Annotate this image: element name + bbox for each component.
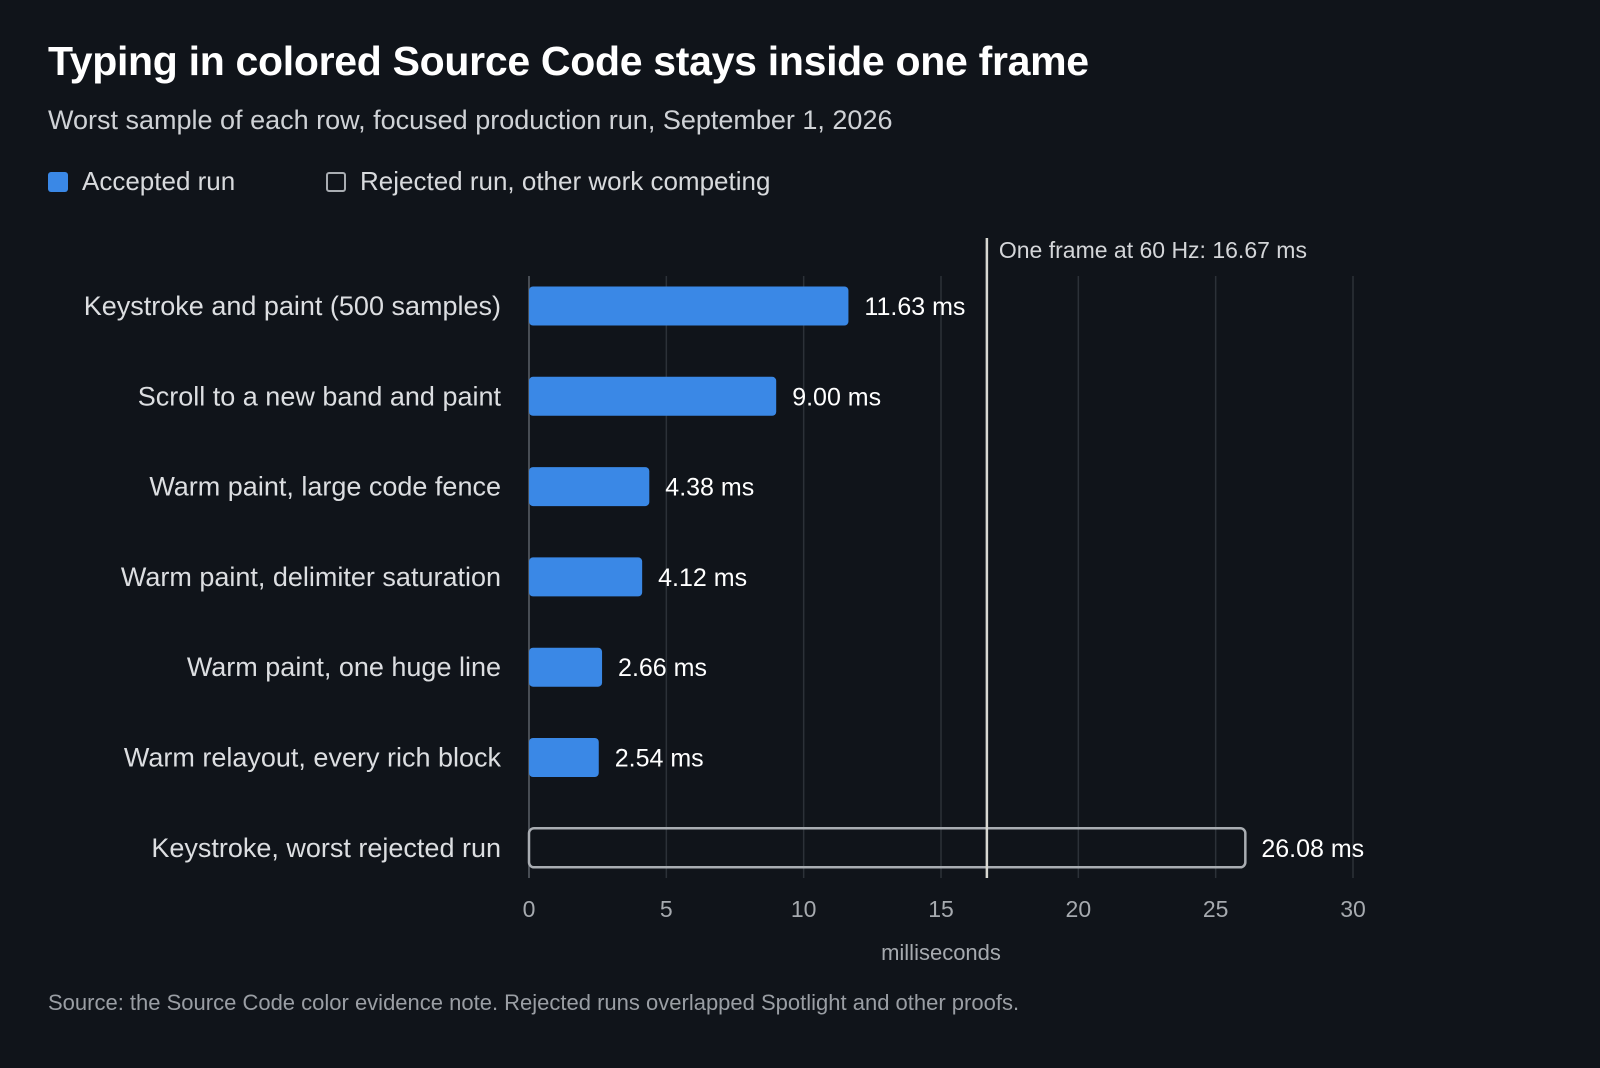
bar-value-label: 26.08 ms <box>1261 835 1364 863</box>
bar-accepted <box>529 557 643 597</box>
reference-line-label: One frame at 60 Hz: 16.67 ms <box>999 237 1307 263</box>
category-label: Warm relayout, every rich block <box>124 743 502 773</box>
legend-item-rejected: Rejected run, other work competing <box>326 166 770 197</box>
x-tick-label: 15 <box>928 896 954 922</box>
x-tick-label: 30 <box>1340 896 1366 922</box>
legend-swatch-accepted <box>48 171 68 192</box>
category-label: Keystroke, worst rejected run <box>151 833 501 863</box>
category-label: Warm paint, one huge line <box>187 652 501 682</box>
bar-accepted <box>529 286 849 326</box>
legend-label-rejected: Rejected run, other work competing <box>360 166 771 196</box>
bar-value-label: 11.63 ms <box>864 293 965 321</box>
bar-value-label: 4.38 ms <box>665 474 754 502</box>
bar-value-label: 2.66 ms <box>618 654 707 682</box>
bar-value-label: 9.00 ms <box>792 383 881 411</box>
legend-item-accepted: Accepted run <box>48 166 235 197</box>
bar-value-label: 4.12 ms <box>658 564 747 592</box>
x-tick-label: 25 <box>1203 896 1229 922</box>
source-note: Source: the Source Code color evidence n… <box>48 990 1020 1015</box>
category-label: Warm paint, delimiter saturation <box>121 562 501 592</box>
chart-subtitle: Worst sample of each row, focused produc… <box>48 105 893 135</box>
x-tick-label: 10 <box>791 896 817 922</box>
bar-rejected <box>527 827 1247 869</box>
category-label: Scroll to a new band and paint <box>138 381 502 411</box>
bar-accepted <box>529 467 650 507</box>
bar-value-label: 2.54 ms <box>615 745 704 773</box>
x-tick-label: 5 <box>660 896 673 922</box>
bar-accepted <box>529 376 777 416</box>
category-label: Warm paint, large code fence <box>149 472 501 502</box>
x-tick-label: 20 <box>1066 896 1092 922</box>
legend-label-accepted: Accepted run <box>82 166 236 196</box>
x-tick-label: 0 <box>523 896 536 922</box>
legend-swatch-rejected <box>326 171 346 192</box>
bar-accepted <box>529 738 599 777</box>
chart-title: Typing in colored Source Code stays insi… <box>48 38 1089 84</box>
x-axis-title: milliseconds <box>881 940 1001 965</box>
bar-accepted <box>529 647 603 687</box>
category-label: Keystroke and paint (500 samples) <box>84 291 501 321</box>
